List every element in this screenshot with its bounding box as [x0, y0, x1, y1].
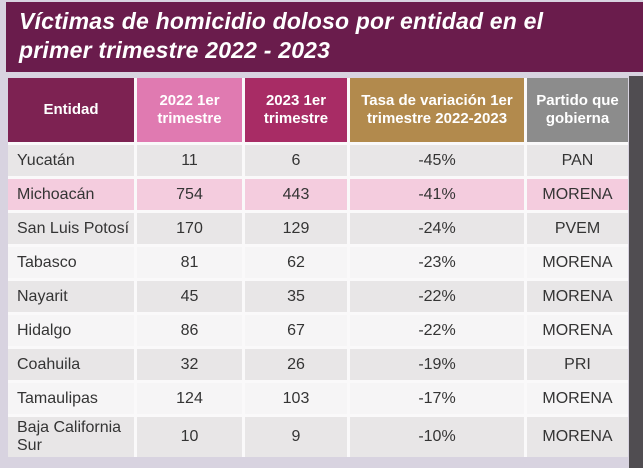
cell-variation: -24% [350, 213, 524, 244]
page-title: Víctimas de homicidio doloso por entidad… [6, 2, 643, 72]
cell-2023: 35 [245, 281, 347, 312]
cell-party: PVEM [527, 213, 628, 244]
cell-entidad: San Luis Potosí [8, 213, 134, 244]
cell-2022: 10 [137, 417, 242, 457]
cell-party: MORENA [527, 247, 628, 278]
cell-entidad: Yucatán [8, 145, 134, 176]
cell-2022: 11 [137, 145, 242, 176]
cell-entidad: Baja California Sur [8, 417, 134, 457]
header-cell-2022: 2022 1er trimestre [137, 78, 242, 142]
cell-entidad: Hidalgo [8, 315, 134, 346]
cell-2022: 81 [137, 247, 242, 278]
cell-2022: 45 [137, 281, 242, 312]
cell-entidad: Tabasco [8, 247, 134, 278]
cell-party: MORENA [527, 281, 628, 312]
cell-2022: 170 [137, 213, 242, 244]
cell-2022: 754 [137, 179, 242, 210]
cell-2023: 6 [245, 145, 347, 176]
header-cell-variation: Tasa de variación 1er trimestre 2022-202… [350, 78, 524, 142]
cell-entidad: Nayarit [8, 281, 134, 312]
cell-variation: -23% [350, 247, 524, 278]
header-cell-party: Partido que gobierna [527, 78, 628, 142]
cell-2023: 129 [245, 213, 347, 244]
cell-2023: 9 [245, 417, 347, 457]
cell-2023: 103 [245, 383, 347, 414]
cell-variation: -19% [350, 349, 524, 380]
cell-party: MORENA [527, 417, 628, 457]
cell-variation: -10% [350, 417, 524, 457]
cell-entidad: Tamaulipas [8, 383, 134, 414]
right-edge-strip [629, 76, 643, 468]
cell-party: PRI [527, 349, 628, 380]
cell-party: MORENA [527, 383, 628, 414]
cell-party: PAN [527, 145, 628, 176]
cell-2023: 26 [245, 349, 347, 380]
cell-entidad: Michoacán [8, 179, 134, 210]
cell-variation: -22% [350, 315, 524, 346]
cell-2023: 443 [245, 179, 347, 210]
header-cell-entidad: Entidad [8, 78, 134, 142]
cell-2022: 32 [137, 349, 242, 380]
cell-party: MORENA [527, 315, 628, 346]
header-cell-2023: 2023 1er trimestre [245, 78, 347, 142]
cell-variation: -22% [350, 281, 524, 312]
cell-party: MORENA [527, 179, 628, 210]
data-table: Entidad 2022 1er trimestre 2023 1er trim… [8, 78, 628, 457]
cell-2022: 124 [137, 383, 242, 414]
cell-2023: 62 [245, 247, 347, 278]
cell-variation: -41% [350, 179, 524, 210]
cell-2023: 67 [245, 315, 347, 346]
cell-entidad: Coahuila [8, 349, 134, 380]
cell-2022: 86 [137, 315, 242, 346]
cell-variation: -45% [350, 145, 524, 176]
cell-variation: -17% [350, 383, 524, 414]
